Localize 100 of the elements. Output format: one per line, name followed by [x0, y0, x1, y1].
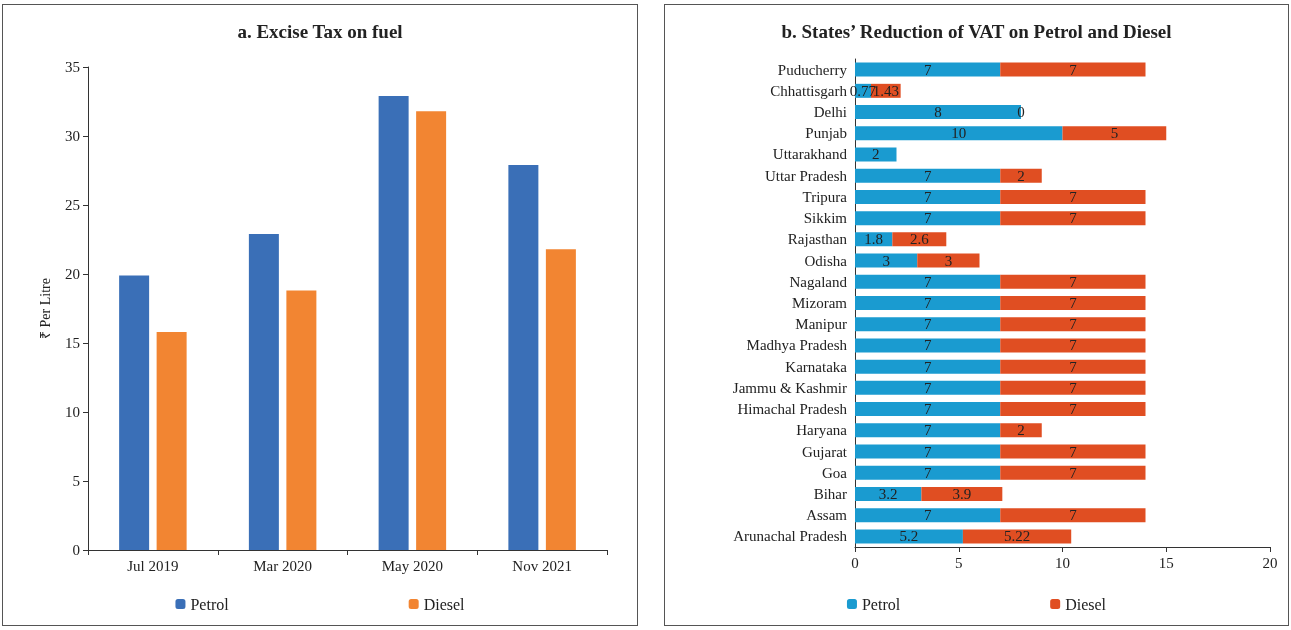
y-tick-label: Bihar	[813, 485, 847, 502]
data-label: 7	[923, 295, 932, 311]
x-tick-label: Nov 2021	[512, 557, 572, 574]
bar	[508, 164, 539, 550]
y-tick-label: Rajasthan	[787, 231, 848, 248]
bar	[1000, 402, 1146, 417]
bar	[855, 465, 1001, 480]
chart-title: b. States’ Reduction of VAT on Petrol and Diesel	[781, 21, 1172, 42]
data-label: 7	[1069, 507, 1078, 524]
bar	[1000, 380, 1146, 395]
bar	[1000, 423, 1042, 438]
bar	[962, 529, 1072, 544]
y-tick-label: 10	[65, 404, 80, 420]
bar	[921, 486, 1003, 501]
y-tick-label: Tripura	[802, 188, 848, 205]
bar	[855, 402, 1001, 417]
data-label: 3.2	[878, 485, 898, 502]
y-axis-title: ₹ Per Litre	[37, 278, 53, 339]
y-tick-label: Gujarat	[802, 443, 848, 460]
bar	[1000, 338, 1146, 353]
data-label: 7	[923, 464, 932, 481]
bar	[855, 444, 1001, 459]
bar	[855, 317, 1001, 332]
y-tick-label: Mizoram	[792, 295, 848, 311]
bar	[1000, 274, 1146, 289]
data-label: 7	[1069, 188, 1078, 205]
bar	[1000, 211, 1146, 226]
bar	[855, 486, 922, 501]
y-tick-label: Manipur	[795, 316, 847, 333]
data-label: 8	[934, 104, 942, 121]
bar	[855, 296, 1001, 310]
data-label: 3.9	[952, 485, 972, 502]
bar	[248, 233, 279, 550]
legend-label: Petrol	[190, 595, 230, 613]
bar	[1000, 317, 1146, 332]
bar	[1000, 359, 1146, 374]
bar	[1062, 126, 1167, 141]
data-label: 3	[944, 252, 953, 269]
y-tick-label: 0	[72, 542, 80, 558]
bar	[378, 95, 409, 550]
data-label: 7	[1069, 316, 1078, 333]
y-tick-label: Himachal Pradesh	[737, 401, 848, 418]
y-tick-label: Jammu & Kashmir	[732, 379, 847, 396]
bar	[855, 359, 1001, 374]
bar	[855, 274, 1001, 289]
data-label: 2.6	[909, 231, 930, 248]
data-label: 0	[1017, 104, 1025, 121]
y-tick-label: Uttarakhand	[772, 146, 848, 163]
y-tick-label: 5	[72, 473, 80, 489]
bar	[855, 126, 1063, 141]
bar	[416, 111, 447, 550]
bar	[119, 275, 150, 550]
x-tick-label: 5	[955, 554, 963, 571]
y-tick-label: Chhattisgarh	[770, 82, 848, 99]
bar	[1000, 444, 1146, 459]
legend-label: Diesel	[1065, 595, 1107, 613]
data-label: 5.22	[1003, 528, 1031, 545]
data-label: 7	[923, 422, 932, 439]
bar	[1000, 189, 1146, 204]
bar	[855, 338, 1001, 353]
data-label: 7	[923, 379, 932, 396]
data-label: 5.2	[899, 528, 919, 545]
data-label: 1.8	[864, 231, 884, 248]
legend-label: Diesel	[423, 595, 466, 613]
data-label: 2	[1017, 422, 1025, 439]
data-label: 7	[923, 358, 932, 375]
data-label: 7	[923, 210, 932, 227]
data-label: 7	[1069, 464, 1078, 481]
y-tick-label: Karnataka	[785, 358, 848, 375]
bar	[1000, 168, 1042, 183]
y-tick-label: 25	[65, 197, 80, 213]
data-label: 10	[951, 125, 967, 142]
legend-label: Petrol	[861, 595, 901, 613]
data-label: 7	[923, 273, 932, 290]
y-tick-label: 35	[65, 59, 80, 75]
data-label: 7	[923, 188, 932, 205]
bar	[855, 168, 1001, 183]
data-label: 7	[1069, 358, 1078, 375]
bar	[855, 508, 1001, 523]
bar	[855, 189, 1001, 204]
y-tick-label: Odisha	[804, 252, 848, 269]
x-tick-label: 10	[1055, 554, 1070, 571]
y-tick-label: Assam	[806, 507, 848, 524]
data-label: 7	[923, 401, 932, 418]
data-label: 7	[1069, 295, 1078, 311]
bar	[1000, 296, 1146, 310]
bar	[286, 290, 317, 550]
data-label: 3	[882, 252, 890, 269]
y-tick-label: Goa	[822, 464, 848, 481]
chart-title: a. Excise Tax on fuel	[237, 21, 403, 42]
data-label: 7	[1069, 61, 1078, 78]
data-label: 7	[923, 61, 932, 78]
x-tick-label: Jul 2019	[127, 557, 179, 574]
bar	[1000, 465, 1146, 480]
x-tick-label: Mar 2020	[253, 557, 312, 574]
data-label: 7	[1069, 273, 1078, 290]
x-tick-label: 0	[851, 554, 859, 571]
bar	[855, 211, 1001, 226]
y-tick-label: Punjab	[805, 125, 847, 142]
data-label: 7	[923, 167, 932, 184]
